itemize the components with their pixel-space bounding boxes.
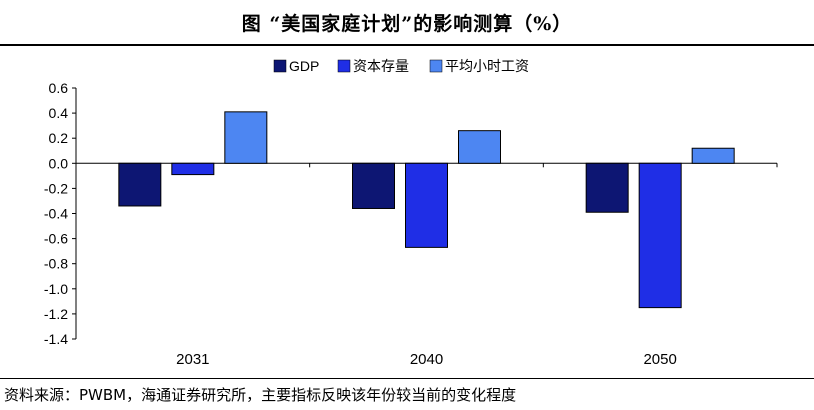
y-tick-label: 0.0 [49, 155, 69, 171]
title-bar: 图 “美国家庭计划”的影响测算（%） [0, 0, 814, 44]
legend-swatch [273, 59, 287, 73]
legend-swatch [429, 59, 443, 73]
y-tick-label: -0.6 [44, 231, 68, 247]
bar-1 [352, 162, 395, 209]
source-divider [0, 378, 814, 379]
category-label: 2040 [410, 351, 443, 368]
y-tick-label: -0.4 [44, 206, 68, 222]
bar-3 [224, 111, 268, 164]
chart-title: 图 “美国家庭计划”的影响测算（%） [241, 12, 573, 35]
y-tick-label: -1.2 [44, 306, 68, 322]
bar-1 [585, 162, 629, 213]
source-note: 资料来源：PWBM，海通证券研究所，主要指标反映该年份较当前的变化程度 [4, 386, 517, 404]
bar-chart: 0.6 0.4 0.2 0.0 -0.2 -0.4 -0.6 -0.8 -1.0 -1.2 -1.4… [44, 58, 778, 368]
y-tick-label: 0.6 [49, 80, 69, 96]
title-divider [0, 44, 814, 46]
legend-label: 平均小时工资 [445, 58, 529, 74]
category-label: 2050 [643, 351, 676, 368]
legend-label: 资本存量 [353, 58, 409, 74]
y-tick-label: -1.0 [44, 281, 68, 297]
category-label: 2031 [176, 351, 209, 368]
legend-label: GDP [289, 58, 319, 74]
y-tick-label: -0.8 [44, 256, 68, 272]
bar-3 [691, 147, 735, 164]
y-tick-label: 0.4 [49, 105, 69, 121]
chart-area: 0.6 0.4 0.2 0.0 -0.2 -0.4 -0.6 -0.8 -1.0 -1.2 -1.4… [0, 46, 814, 380]
bar-2 [405, 162, 448, 248]
legend-swatch [337, 59, 351, 73]
y-tick-label: -1.4 [44, 331, 68, 347]
bar-1 [118, 162, 162, 207]
bar-3 [458, 130, 501, 164]
bar-2 [171, 162, 215, 176]
y-tick-label: -0.2 [44, 180, 68, 196]
bar-2 [638, 162, 682, 309]
y-tick-label: 0.2 [49, 130, 69, 146]
